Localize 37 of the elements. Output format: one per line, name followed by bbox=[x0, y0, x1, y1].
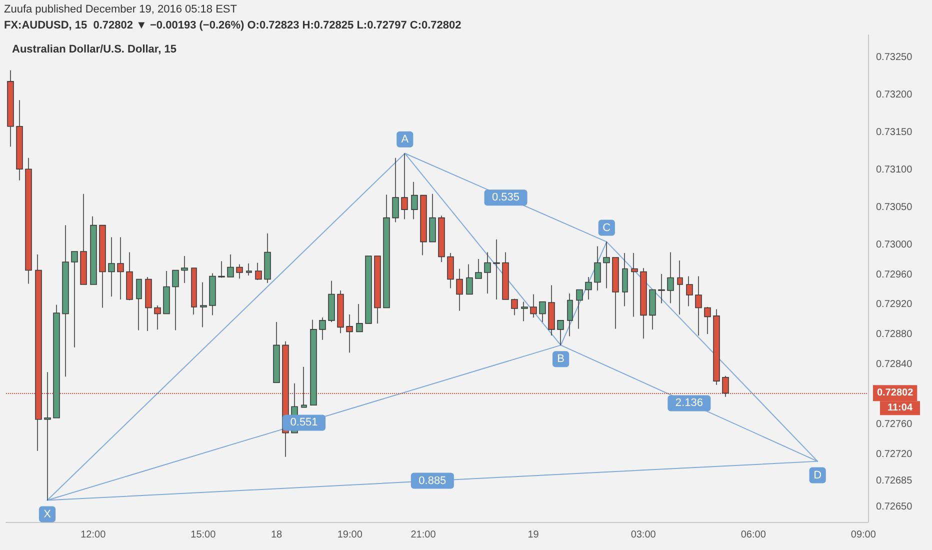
text: Australian Dollar/U.S. Dollar, 15 bbox=[12, 44, 176, 56]
annotation: D bbox=[814, 469, 822, 482]
y-tick-label: 0.73050 bbox=[876, 202, 913, 213]
y-tick-label: 0.73150 bbox=[876, 126, 913, 138]
x-tick-label: 18 bbox=[270, 530, 283, 540]
y-tick-label: 0.72880 bbox=[876, 329, 913, 340]
chart-subtitle: FX:AUDUSD, 15 0.72802 ▼ −0.00193 (−0.26%) O:0.72823 H:0.72825 L:0.72797 C:0.72802 bbox=[4, 20, 462, 32]
annotation: 0.535 bbox=[492, 192, 520, 204]
annotation: 0.885 bbox=[418, 474, 446, 487]
annotation: C bbox=[602, 222, 611, 234]
y-tick-label: 0.72685 bbox=[876, 475, 913, 486]
y-tick-label: 0.73000 bbox=[876, 239, 913, 250]
x-tick-label: 19 bbox=[528, 530, 540, 540]
y-tick-label: 0.73200 bbox=[876, 89, 913, 100]
annotation: X bbox=[44, 508, 52, 520]
x-tick-label: 19:00 bbox=[337, 530, 363, 540]
y-tick-label: 0.73100 bbox=[876, 164, 913, 176]
x-tick-label: 09:00 bbox=[850, 530, 876, 540]
y-tick-label: 0.72920 bbox=[876, 299, 913, 310]
x-tick-label: 12:00 bbox=[80, 530, 106, 540]
annotation: B bbox=[557, 353, 564, 366]
y-tick-label: 0.72720 bbox=[876, 449, 913, 460]
annotation: 2.136 bbox=[675, 397, 703, 410]
y-tick-label: 0.72960 bbox=[876, 269, 913, 280]
annotation: A bbox=[401, 133, 410, 146]
x-tick-label: 06:00 bbox=[740, 530, 766, 540]
annotation: 0.551 bbox=[290, 416, 318, 429]
y-tick-label: 0.72840 bbox=[876, 359, 913, 370]
ref-line-label: 0.72802 bbox=[877, 388, 914, 399]
x-tick-label: 15:00 bbox=[190, 530, 216, 540]
x-tick-label: 21:00 bbox=[410, 530, 436, 540]
text: 11:04 bbox=[887, 402, 913, 414]
text: Zuufa published December 19, 2016 05:18 EST bbox=[4, 4, 238, 16]
x-tick-label: 03:00 bbox=[630, 530, 656, 540]
y-tick-label: 0.72760 bbox=[876, 419, 913, 430]
y-tick-label: 0.72650 bbox=[876, 502, 913, 513]
y-tick-label: 0.73250 bbox=[876, 52, 913, 63]
